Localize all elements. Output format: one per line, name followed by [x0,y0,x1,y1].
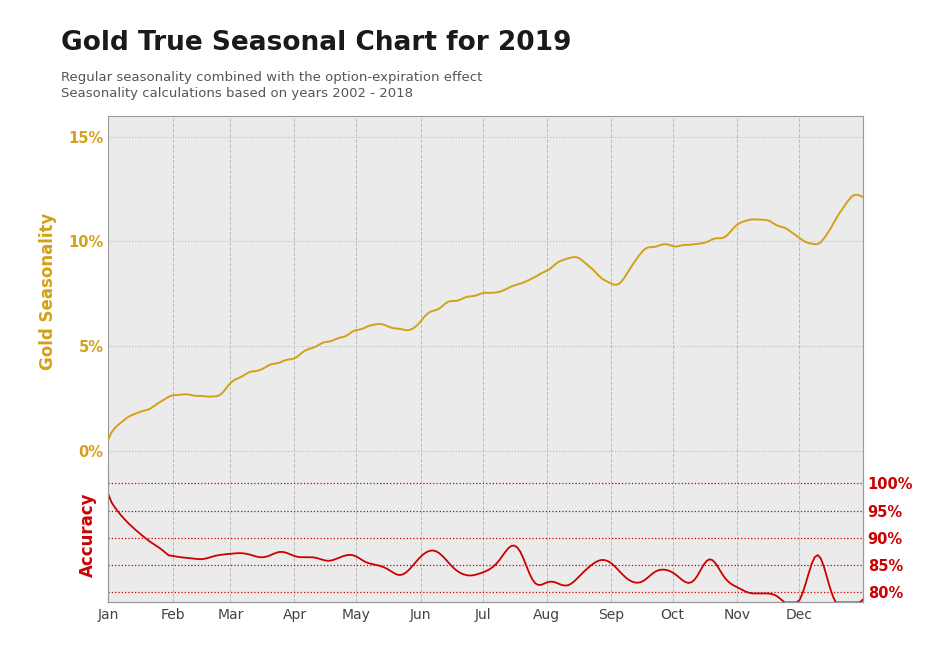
Y-axis label: Gold Seasonality: Gold Seasonality [40,213,58,370]
Text: Gold True Seasonal Chart for 2019: Gold True Seasonal Chart for 2019 [61,30,571,56]
Text: Seasonality calculations based on years 2002 - 2018: Seasonality calculations based on years … [61,87,413,101]
Text: Regular seasonality combined with the option-expiration effect: Regular seasonality combined with the op… [61,71,483,84]
Y-axis label: Accuracy: Accuracy [79,493,97,577]
